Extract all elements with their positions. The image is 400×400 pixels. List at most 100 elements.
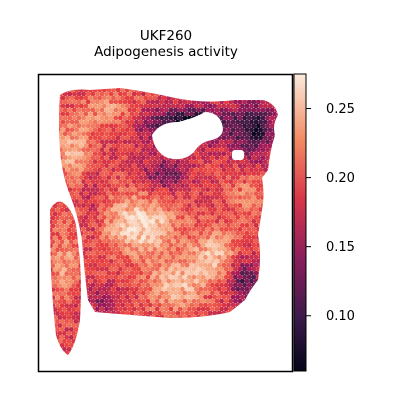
tissue-spot	[62, 203, 67, 209]
tissue-spot	[166, 215, 172, 220]
tissue-spot	[108, 211, 114, 216]
tissue-spot	[198, 159, 204, 165]
tissue-spot	[99, 155, 105, 161]
tissue-spot	[214, 242, 220, 248]
tissue-spot	[106, 175, 112, 181]
tissue-spot	[88, 294, 93, 300]
tissue-spot	[226, 119, 231, 125]
tissue-spot	[205, 155, 211, 161]
tissue-spot	[159, 107, 165, 113]
tissue-spot	[129, 175, 135, 181]
tissue-spot	[191, 187, 197, 193]
tissue-spot	[152, 223, 158, 228]
tissue-spot	[55, 311, 60, 316]
tissue-spot	[166, 207, 172, 212]
tissue-spot	[136, 290, 142, 296]
tissue-spot	[134, 111, 139, 117]
tissue-spot	[212, 159, 218, 165]
tissue-spot	[55, 295, 60, 300]
tissue-spot	[223, 274, 229, 280]
tissue-spot	[120, 127, 126, 133]
chart-title: UKF260	[140, 28, 192, 44]
tissue-spot	[145, 163, 151, 169]
tissue-spot	[161, 246, 167, 252]
tissue-spot	[97, 294, 103, 300]
tissue-spot	[150, 99, 156, 105]
tissue-spot	[226, 231, 231, 236]
tissue-spot	[239, 143, 245, 149]
tissue-spot	[97, 286, 103, 292]
tissue-spot	[187, 250, 192, 256]
tissue-spot	[136, 203, 142, 208]
tissue-spot	[173, 306, 179, 312]
tissue-spot	[115, 167, 121, 173]
tissue-spot	[118, 115, 123, 121]
tissue-spot	[127, 282, 132, 288]
tissue-spot	[95, 147, 100, 153]
tissue-spot	[78, 111, 84, 117]
tissue-spot	[90, 242, 96, 248]
tissue-spot	[154, 155, 160, 161]
tissue-spot	[66, 235, 72, 241]
tissue-spot	[170, 310, 176, 316]
tissue-spot	[60, 159, 66, 165]
tissue-spot	[246, 195, 252, 200]
tissue-spot	[141, 123, 146, 129]
tissue-spot	[68, 303, 74, 308]
tissue-spot	[111, 199, 116, 204]
tissue-spot	[138, 246, 144, 252]
tissue-spot	[159, 258, 165, 264]
tissue-spot	[207, 254, 213, 260]
tissue-spot	[81, 235, 86, 240]
tissue-spot	[173, 250, 179, 256]
tissue-spot	[233, 242, 238, 248]
tissue-spot	[157, 199, 162, 204]
tissue-spot	[97, 231, 103, 236]
tissue-spot	[95, 99, 100, 105]
tissue-spot	[219, 282, 225, 288]
tissue-spot	[136, 123, 142, 129]
tissue-spot	[166, 270, 172, 276]
tissue-spot	[152, 191, 158, 197]
tissue-spot	[166, 167, 172, 173]
tissue-spot	[57, 251, 63, 257]
tissue-spot	[138, 231, 144, 236]
tissue-spot	[180, 254, 185, 260]
tissue-spot	[90, 171, 96, 177]
tissue-spot	[237, 115, 243, 121]
tissue-spot	[99, 147, 105, 153]
tissue-spot	[226, 183, 231, 189]
tissue-spot	[59, 263, 65, 269]
tissue-spot	[258, 159, 264, 165]
tissue-spot	[230, 246, 236, 252]
tissue-spot	[122, 274, 128, 280]
tissue-spot	[230, 215, 236, 220]
tissue-spot	[223, 187, 229, 193]
tissue-spot	[210, 139, 215, 145]
tissue-spot	[267, 127, 273, 133]
tissue-spot	[127, 235, 132, 240]
tissue-spot	[131, 298, 137, 304]
tissue-spot	[157, 262, 162, 268]
tissue-spot	[173, 115, 179, 121]
tissue-spot	[164, 227, 169, 232]
tissue-spot	[237, 131, 243, 137]
tissue-spot	[184, 231, 190, 236]
tissue-spot	[233, 219, 238, 224]
tissue-spot	[83, 103, 89, 109]
tissue-spot	[154, 235, 160, 240]
tissue-spot	[244, 262, 250, 268]
tissue-spot	[228, 227, 234, 232]
tissue-spot	[99, 242, 105, 248]
tissue-spot	[138, 95, 144, 101]
tissue-spot	[141, 282, 146, 288]
tissue-spot	[143, 95, 149, 101]
tissue-spot	[154, 179, 160, 185]
tissue-spot	[226, 175, 231, 181]
tissue-spot	[237, 242, 243, 248]
tissue-spot	[244, 183, 250, 189]
tissue-spot	[122, 147, 128, 153]
tissue-spot	[111, 183, 116, 189]
tissue-spot	[239, 207, 245, 212]
tissue-spot	[134, 151, 139, 157]
